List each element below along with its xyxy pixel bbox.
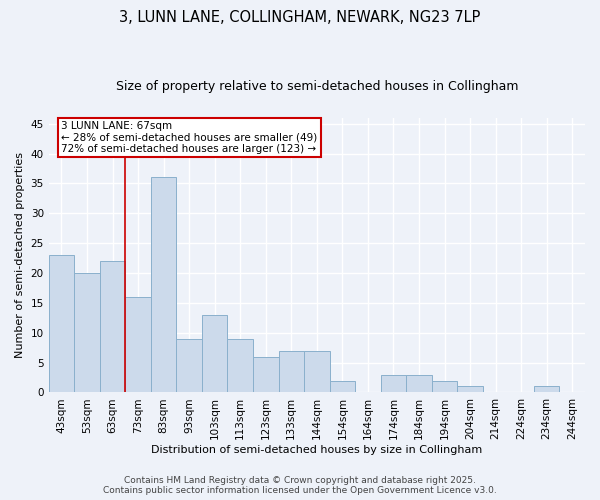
Bar (457, 386, 483, 392)
X-axis label: Distribution of semi-detached houses by size in Collingham: Distribution of semi-detached houses by … (151, 445, 482, 455)
Bar (227, 338, 253, 392)
Bar (432, 380, 457, 392)
Text: 3, LUNN LANE, COLLINGHAM, NEWARK, NG23 7LP: 3, LUNN LANE, COLLINGHAM, NEWARK, NG23 7… (119, 10, 481, 25)
Bar (125, 297, 151, 392)
Bar (406, 374, 432, 392)
Bar (304, 350, 329, 393)
Bar (176, 338, 202, 392)
Bar (202, 315, 227, 392)
Bar (49, 255, 74, 392)
Bar (534, 386, 559, 392)
Title: Size of property relative to semi-detached houses in Collingham: Size of property relative to semi-detach… (116, 80, 518, 93)
Bar (253, 356, 278, 392)
Bar (151, 178, 176, 392)
Text: Contains HM Land Registry data © Crown copyright and database right 2025.
Contai: Contains HM Land Registry data © Crown c… (103, 476, 497, 495)
Bar (100, 261, 125, 392)
Bar (329, 380, 355, 392)
Bar (380, 374, 406, 392)
Bar (278, 350, 304, 393)
Y-axis label: Number of semi-detached properties: Number of semi-detached properties (15, 152, 25, 358)
Text: 3 LUNN LANE: 67sqm
← 28% of semi-detached houses are smaller (49)
72% of semi-de: 3 LUNN LANE: 67sqm ← 28% of semi-detache… (61, 121, 317, 154)
Bar (74, 273, 100, 392)
